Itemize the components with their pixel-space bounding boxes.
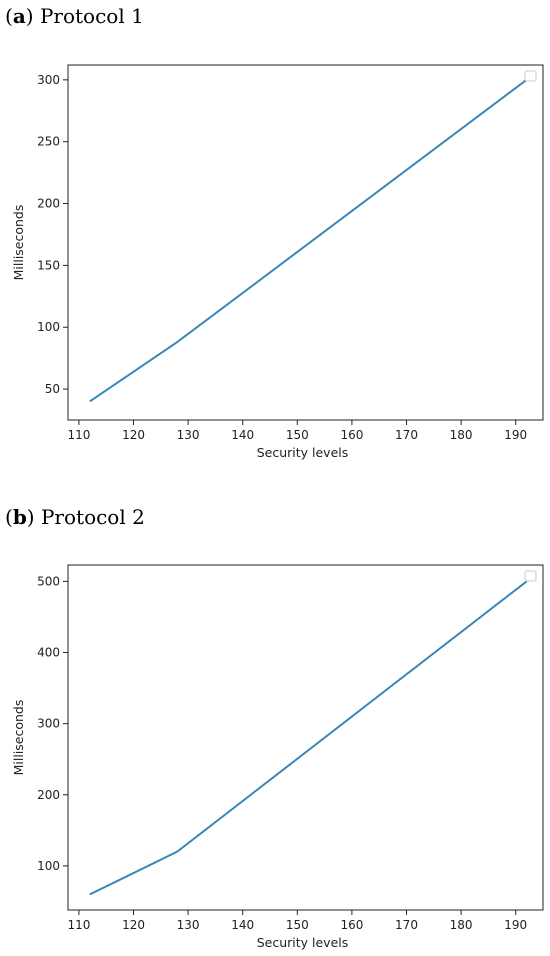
y-tick-label: 200 bbox=[37, 788, 60, 802]
y-tick-label: 100 bbox=[37, 320, 60, 334]
x-tick-label: 150 bbox=[286, 918, 309, 932]
x-tick-label: 110 bbox=[67, 428, 90, 442]
panel-b-letter: b bbox=[12, 505, 27, 529]
panel-a-letter: a bbox=[12, 4, 26, 28]
y-tick-label: 250 bbox=[37, 135, 60, 149]
y-tick-label: 100 bbox=[37, 859, 60, 873]
chart-protocol-1: 110 120 130 140 150 160 170 180 190 50 100 150 200 25… bbox=[11, 64, 544, 460]
x-axis-label: Security levels bbox=[257, 935, 349, 950]
y-axis-label: Milliseconds bbox=[11, 700, 26, 776]
plot-frame bbox=[67, 64, 544, 421]
panel-a-title: (a) Protocol 1 bbox=[5, 4, 144, 28]
y-tick-label: 50 bbox=[45, 382, 60, 396]
x-tick-label: 130 bbox=[177, 918, 200, 932]
x-tick-label: 170 bbox=[395, 428, 418, 442]
y-tick-label: 400 bbox=[37, 645, 60, 659]
x-tick-label: 190 bbox=[504, 918, 527, 932]
x-axis-label: Security levels bbox=[257, 445, 349, 460]
x-tick-label: 180 bbox=[450, 918, 473, 932]
x-tick-label: 130 bbox=[177, 428, 200, 442]
x-tick-label: 160 bbox=[340, 918, 363, 932]
x-tick-label: 160 bbox=[340, 428, 363, 442]
plot-frame bbox=[67, 564, 544, 911]
x-tick-label: 140 bbox=[231, 918, 254, 932]
x-tick-label: 140 bbox=[231, 428, 254, 442]
legend-box bbox=[524, 70, 537, 82]
x-tick-label: 120 bbox=[122, 428, 145, 442]
series-line-0 bbox=[89, 79, 528, 403]
y-tick-label: 500 bbox=[37, 574, 60, 588]
x-tick-label: 120 bbox=[122, 918, 145, 932]
x-tick-label: 110 bbox=[67, 918, 90, 932]
y-tick-label: 150 bbox=[37, 258, 60, 272]
x-tick-label: 150 bbox=[286, 428, 309, 442]
x-tick-label: 170 bbox=[395, 918, 418, 932]
panel-b-title-text: Protocol 2 bbox=[40, 505, 145, 529]
panel-a-title-text: Protocol 1 bbox=[39, 4, 144, 28]
x-tick-label: 180 bbox=[450, 428, 473, 442]
legend-box bbox=[524, 570, 537, 582]
y-axis-label: Milliseconds bbox=[11, 205, 26, 281]
panel-b-title: (b) Protocol 2 bbox=[5, 505, 145, 529]
y-tick-label: 200 bbox=[37, 197, 60, 211]
series-line-0 bbox=[89, 580, 528, 896]
y-tick-label: 300 bbox=[37, 717, 60, 731]
x-tick-label: 190 bbox=[504, 428, 527, 442]
y-tick-label: 300 bbox=[37, 73, 60, 87]
